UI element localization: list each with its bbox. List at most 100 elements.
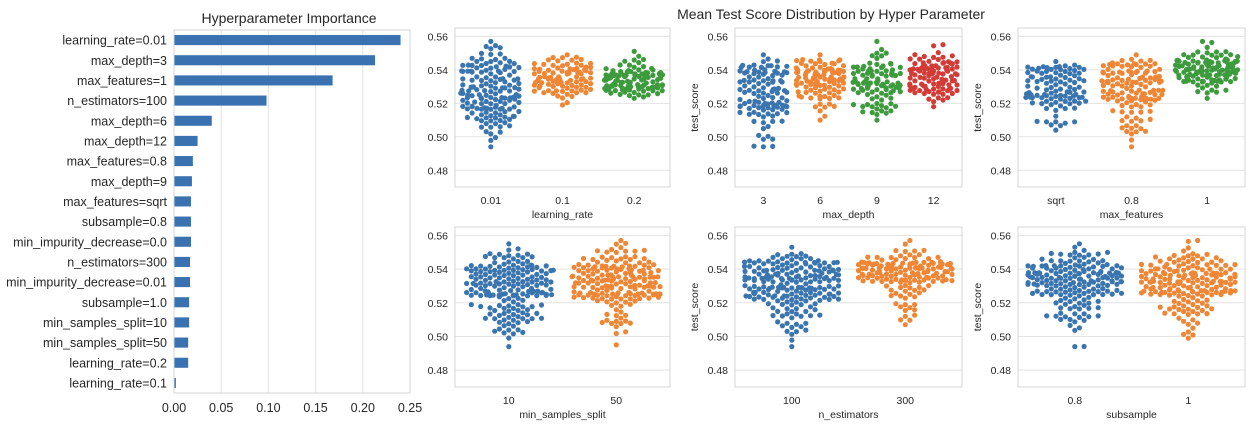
swarm-point	[1128, 88, 1135, 94]
swarm-point	[1090, 286, 1097, 292]
swarm-point	[1098, 268, 1104, 275]
swarm-point	[867, 66, 873, 72]
swarm-point	[784, 328, 790, 334]
swarm-point	[1125, 76, 1132, 82]
importance-bar	[174, 115, 212, 126]
bar-category-label: max_depth=9	[91, 175, 167, 189]
swarm-point	[478, 285, 484, 292]
swarm-point	[520, 316, 526, 322]
swarm-point	[501, 305, 507, 311]
swarm-point	[831, 275, 837, 281]
swarm-point	[541, 61, 547, 67]
swarm-point	[834, 259, 840, 265]
swarm-point	[507, 88, 513, 94]
swarm-point	[1048, 96, 1054, 102]
swarm-point	[883, 50, 889, 56]
swarm-point	[627, 301, 633, 307]
swarm-point	[1124, 62, 1131, 68]
swarm-point	[769, 284, 775, 290]
swarm-point	[1057, 79, 1064, 85]
swarm-point	[836, 83, 842, 89]
swarm-y-tick-label: 0.48	[428, 165, 449, 177]
swarm-point	[1174, 268, 1180, 274]
swarm-point	[627, 263, 633, 269]
swarm-plot-area	[455, 227, 670, 387]
swarm-point	[793, 306, 800, 312]
swarm-point	[786, 275, 793, 281]
swarm-point	[492, 85, 499, 91]
swarm-point	[888, 293, 894, 299]
swarm-point	[1108, 88, 1114, 94]
swarm-point	[559, 55, 566, 61]
swarm-point	[618, 315, 624, 321]
swarm-point	[508, 288, 514, 294]
swarm-point	[912, 78, 918, 84]
swarm-y-tick-label: 0.48	[708, 165, 729, 177]
swarm-point	[1138, 279, 1145, 285]
swarm-point	[765, 92, 771, 99]
swarm-point	[553, 88, 560, 94]
swarm-point	[1072, 98, 1078, 104]
swarm-point	[1191, 64, 1197, 70]
swarm-point	[469, 110, 475, 116]
swarm-point	[618, 309, 624, 315]
swarm-point	[1152, 97, 1158, 103]
swarm-point	[1058, 281, 1064, 287]
swarm-point	[1207, 266, 1213, 272]
swarm-point	[1058, 258, 1064, 264]
swarm-point	[555, 93, 561, 99]
swarm-point	[1126, 68, 1132, 74]
swarm-point	[603, 72, 609, 78]
swarm-point	[1209, 286, 1215, 293]
swarm-point	[1213, 89, 1220, 95]
swarm-point	[492, 283, 498, 289]
swarm-point	[534, 310, 540, 316]
swarm-point	[850, 64, 857, 70]
importance-bar	[174, 277, 191, 288]
swarm-point	[588, 290, 594, 296]
swarm-point	[812, 273, 818, 279]
swarm-point	[893, 276, 899, 282]
swarm-point	[631, 76, 637, 82]
swarm-point	[537, 66, 543, 72]
swarm-point	[747, 258, 753, 264]
swarm-y-tick-label: 0.56	[428, 230, 449, 242]
swarm-point	[910, 66, 916, 72]
swarm-point	[520, 255, 526, 261]
swarm-point	[1053, 99, 1059, 105]
swarm-point	[1138, 64, 1144, 70]
swarm-point	[640, 94, 647, 100]
swarm-y-tick-label: 0.54	[428, 264, 449, 276]
swarm-point	[520, 272, 526, 278]
swarm-point	[1067, 322, 1073, 328]
swarm-point	[1204, 57, 1210, 63]
swarm-point	[793, 254, 800, 260]
swarm-point	[1062, 301, 1068, 307]
swarm-point	[822, 86, 828, 92]
swarm-point	[1043, 105, 1050, 112]
swarm-point	[952, 71, 959, 77]
swarm-point	[885, 261, 891, 267]
swarm-point	[520, 279, 526, 285]
swarm-point	[933, 270, 940, 276]
swarm-point	[1053, 283, 1059, 289]
swarm-point	[1067, 101, 1073, 107]
swarm-point	[627, 284, 633, 290]
swarm-point	[488, 144, 494, 150]
swarm-point	[774, 58, 781, 64]
swarm-point	[784, 311, 790, 317]
swarm-point	[1067, 71, 1073, 77]
swarm-point	[613, 307, 619, 313]
swarm-point	[613, 313, 619, 319]
swarm-point	[1070, 280, 1076, 286]
swarm-point	[1100, 280, 1106, 286]
importance-bar	[174, 196, 191, 207]
swarm-point	[1048, 258, 1054, 264]
swarm-point	[613, 258, 619, 264]
swarm-point	[659, 82, 666, 88]
swarm-point	[1185, 329, 1191, 335]
swarm-point	[1039, 291, 1045, 298]
swarm-point	[1076, 241, 1082, 247]
swarm-point	[1147, 57, 1153, 63]
